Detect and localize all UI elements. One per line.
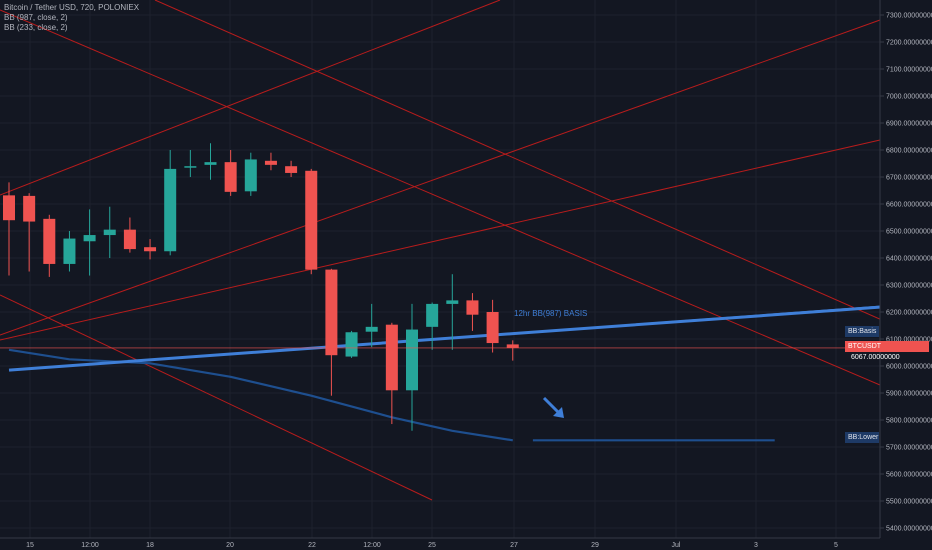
candle-down <box>264 160 277 165</box>
basis-annotation: 12hr BB(987) BASIS <box>514 309 587 318</box>
price-axis-label: 6700.00000000 <box>886 175 932 182</box>
price-tag-value: 6067.00000000 <box>851 354 900 361</box>
trendline[interactable] <box>0 294 433 501</box>
time-axis-label: 27 <box>510 542 518 549</box>
price-axis-label: 7300.00000000 <box>886 13 932 20</box>
candle-up <box>345 332 358 357</box>
price-axis-label: 5600.00000000 <box>886 472 932 479</box>
chart-legend: Bitcoin / Tether USD, 720, POLONIEX BB (… <box>4 3 139 33</box>
time-axis-label: 22 <box>308 542 316 549</box>
candle-up <box>184 166 197 168</box>
candle-up <box>406 329 418 391</box>
candle-down <box>486 312 499 344</box>
candle-down <box>466 300 479 315</box>
symbol-title[interactable]: Bitcoin / Tether USD, 720, POLONIEX <box>4 3 140 12</box>
time-axis-label: 15 <box>26 542 34 549</box>
bb-lower-band-line <box>8 348 513 442</box>
price-axis-label: 6100.00000000 <box>886 337 932 344</box>
candle-down <box>224 162 237 192</box>
price-axis-label: 6300.00000000 <box>886 283 932 290</box>
trendline[interactable] <box>0 0 501 196</box>
candle-up <box>446 300 459 304</box>
time-axis-label: 20 <box>226 542 234 549</box>
chart-grid <box>0 0 880 538</box>
candle-down <box>305 170 318 270</box>
price-axis-background <box>880 0 932 550</box>
price-axis-label: 5500.00000000 <box>886 499 932 506</box>
candle-down <box>23 195 36 222</box>
bb-987-indicator[interactable]: BB (987, close, 2) <box>4 13 68 22</box>
price-axis-label: 7100.00000000 <box>886 67 932 74</box>
time-axis-label: 29 <box>591 542 599 549</box>
price-axis-label: 6800.00000000 <box>886 148 932 155</box>
candle-up <box>365 326 378 332</box>
candle-down <box>144 247 157 252</box>
time-axis-label: 25 <box>428 542 436 549</box>
price-axis-label: 6200.00000000 <box>886 310 932 317</box>
candle-down <box>123 229 136 250</box>
candle-down <box>325 269 338 356</box>
price-axis-label: 5900.00000000 <box>886 391 932 398</box>
price-axis[interactable]: 7300.00000000 7200.00000000 7100.00000000 7… <box>880 13 932 533</box>
trendline[interactable] <box>0 19 881 336</box>
candle-up <box>164 168 177 252</box>
trendlines[interactable] <box>0 0 932 501</box>
bb-lower-tag: BB:Lower <box>845 432 879 443</box>
trendline[interactable] <box>0 9 881 386</box>
time-axis-label: 12:00 <box>363 542 381 549</box>
time-axis-label: 5 <box>834 542 838 549</box>
candle-down <box>43 218 56 264</box>
price-axis-label: 6000.00000000 <box>886 364 932 371</box>
last-price-tag: BTCUSDT 6067.00000000 <box>845 341 929 361</box>
bollinger-bands <box>8 303 906 442</box>
time-axis-label: 12:00 <box>81 542 99 549</box>
price-axis-label: 6600.00000000 <box>886 202 932 209</box>
price-axis-label: 5400.00000000 <box>886 526 932 533</box>
time-axis-label: 3 <box>754 542 758 549</box>
candle-up <box>204 162 217 165</box>
candle-down <box>506 344 519 348</box>
candle-down <box>3 195 15 221</box>
bb-basis-tag: BB:Basis <box>845 326 879 337</box>
candle-up <box>63 238 76 264</box>
price-tag-symbol: BTCUSDT <box>848 343 881 350</box>
time-axis[interactable]: 15 12:00 18 20 22 12:00 25 27 29 Jul 3 5 <box>26 542 838 549</box>
price-axis-label: 6400.00000000 <box>886 256 932 263</box>
time-axis-label: 18 <box>146 542 154 549</box>
candle-down <box>285 166 298 173</box>
candle-up <box>244 159 257 192</box>
trendline[interactable] <box>154 0 932 460</box>
time-axis-label: Jul <box>672 542 681 549</box>
price-axis-label: 7000.00000000 <box>886 94 932 101</box>
price-axis-label: 6900.00000000 <box>886 121 932 128</box>
candlesticks <box>3 143 519 431</box>
price-axis-label: 6500.00000000 <box>886 229 932 236</box>
trendline[interactable] <box>0 139 881 341</box>
candle-up <box>83 235 96 242</box>
bb-233-indicator[interactable]: BB (233, close, 2) <box>4 23 68 32</box>
candle-up <box>103 229 116 236</box>
price-axis-label: 5800.00000000 <box>886 418 932 425</box>
price-axis-label: 5700.00000000 <box>886 445 932 452</box>
candle-down <box>385 324 398 391</box>
price-axis-label: 7200.00000000 <box>886 40 932 47</box>
down-right-arrow-icon <box>542 396 564 418</box>
candle-up <box>426 303 439 327</box>
bb-basis-line <box>8 303 906 372</box>
